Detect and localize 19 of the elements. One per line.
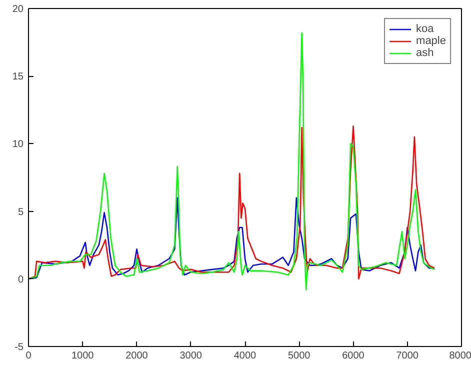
y-tick-label: 0 [18, 274, 24, 286]
x-tick-label: 1000 [72, 350, 94, 362]
y-tick-label: 15 [12, 72, 24, 83]
x-tick-label: 3000 [180, 350, 202, 362]
legend-label: ash [416, 47, 435, 59]
y-tick-label: 5 [18, 206, 24, 218]
y-tick-label: 10 [12, 139, 24, 150]
legend-label: maple [416, 35, 446, 47]
legend-label: koa [416, 23, 435, 35]
x-tick-label: 4000 [234, 350, 257, 362]
line-series [28, 125, 436, 280]
x-tick-label: 5000 [288, 350, 311, 362]
y-tick-label: 20 [12, 4, 24, 15]
y-tick-label: -5 [14, 342, 24, 353]
x-tick-label: 7000 [396, 350, 419, 362]
x-tick-label: 8000 [449, 350, 471, 362]
x-tick-label: 2000 [126, 350, 148, 362]
x-tick-label: 0 [26, 350, 32, 362]
x-tick-label: 6000 [342, 350, 365, 362]
